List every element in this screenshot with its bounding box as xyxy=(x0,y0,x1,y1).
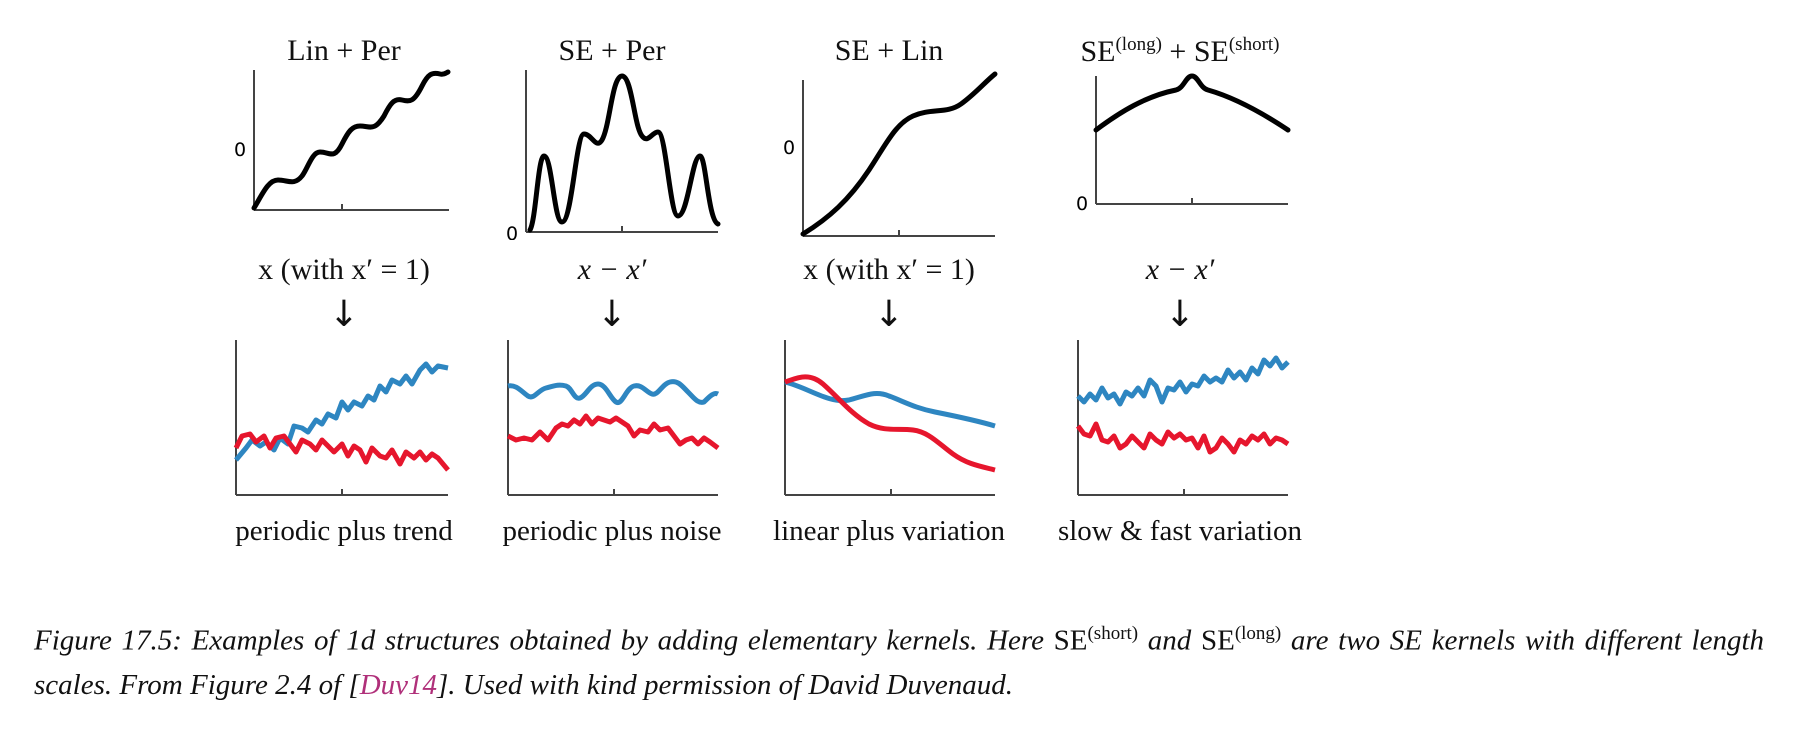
zero-tick: 0 xyxy=(234,139,246,161)
x-axis-label: x (with x′ = 1) xyxy=(258,253,430,286)
sample-blue xyxy=(784,379,996,429)
sample-plot xyxy=(506,340,720,496)
down-arrow-icon: ↓ xyxy=(328,294,360,335)
zero-tick: 0 xyxy=(1076,193,1088,215)
citation-link[interactable]: Duv14 xyxy=(359,668,438,701)
panel-title: SE(long) + SE(short) xyxy=(1080,34,1280,68)
panel-caption: linear plus variation xyxy=(773,515,1005,547)
zero-tick: 0 xyxy=(506,223,518,240)
kernel-curve xyxy=(251,69,451,211)
sample-blue xyxy=(507,379,720,406)
sample-plot xyxy=(784,340,996,496)
panel-title: Lin + Per xyxy=(287,34,401,67)
kernel-plot: 0 xyxy=(783,71,998,237)
panel-title: SE + Lin xyxy=(834,34,944,67)
x-axis-label: x (with x′ = 1) xyxy=(803,253,975,286)
kernel-plot: 0 xyxy=(1076,73,1291,215)
panel-lin-per: Lin + Per 0 x (with x′ = 1) ↓ periodic p… xyxy=(194,0,494,560)
sample-red xyxy=(233,431,450,472)
panel-caption: slow & fast variation xyxy=(1057,515,1303,547)
sample-red xyxy=(506,413,720,450)
panel-se-lin: SE + Lin 0 x (with x′ = 1) ↓ linear plus… xyxy=(739,0,1039,560)
down-arrow-icon: ↓ xyxy=(873,294,905,335)
kernel-curve xyxy=(1093,73,1291,133)
x-axis-label: x − x′ xyxy=(577,253,647,286)
panel-se-long-se-short: SE(long) + SE(short) 0 x − x′ ↓ slow & f… xyxy=(1030,0,1330,560)
sample-red xyxy=(1076,421,1290,455)
sample-blue xyxy=(1076,355,1290,407)
down-arrow-icon: ↓ xyxy=(596,294,628,335)
sample-red xyxy=(784,374,996,473)
zero-tick: 0 xyxy=(783,137,795,159)
down-arrow-icon: ↓ xyxy=(1164,294,1196,335)
panel-caption: periodic plus trend xyxy=(235,515,453,547)
figure-caption: Figure 17.5: Examples of 1d structures o… xyxy=(34,623,1765,701)
kernel-plot: 0 xyxy=(234,69,451,211)
kernel-curve xyxy=(527,73,721,233)
x-axis-label: x − x′ xyxy=(1145,253,1215,286)
panel-se-per: SE + Per 0 x − x′ ↓ periodic plus noise xyxy=(462,0,762,560)
kernel-curve xyxy=(800,71,998,237)
panel-title: SE + Per xyxy=(558,34,666,67)
sample-plot xyxy=(1076,340,1290,496)
sample-plot xyxy=(233,340,450,496)
sample-blue xyxy=(234,361,449,462)
kernel-plot: 0 xyxy=(506,70,721,240)
panel-caption: periodic plus noise xyxy=(502,515,722,547)
